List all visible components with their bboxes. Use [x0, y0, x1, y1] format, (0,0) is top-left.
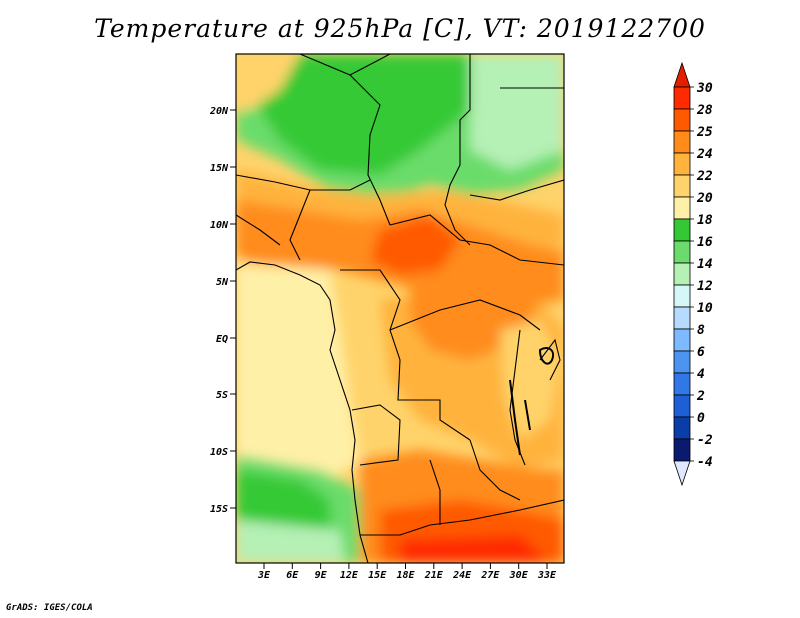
lat-label-1: 15N	[210, 163, 229, 174]
latitude-labels: 20N 15N 10N 5N EQ 5S 10S 15S	[209, 106, 236, 515]
colorbar-label-4: 22	[696, 169, 713, 184]
colorbar-swatch-8	[673, 262, 691, 286]
plot-title: Temperature at 925hPa [C], VT: 201912270…	[94, 14, 706, 43]
colorbar-swatch-13	[673, 372, 691, 396]
colorbar-label-0: 30	[696, 81, 713, 96]
colorbar-swatch-12	[673, 350, 691, 374]
colorbar-swatch-11	[673, 328, 691, 352]
colorbar-swatch-7	[673, 240, 691, 264]
temperature-field	[236, 54, 564, 563]
colorbar-label-11: 8	[697, 323, 705, 338]
lon-label-2: 9E	[315, 570, 328, 581]
colorbar-swatch-9	[673, 284, 691, 308]
lon-label-0: 3E	[257, 570, 271, 581]
colorbar-swatch-15	[673, 416, 691, 440]
colorbar-swatch-4	[673, 174, 691, 198]
lat-label-3: 5N	[216, 277, 229, 288]
colorbar-swatch-5	[673, 196, 691, 220]
colorbar-label-2: 25	[696, 125, 713, 140]
colorbar-swatch-3	[673, 152, 691, 176]
colorbar-swatch-14	[673, 394, 691, 418]
colorbar-swatch-1	[673, 108, 691, 132]
lat-label-7: 15S	[210, 504, 228, 515]
colorbar-swatch-16	[673, 438, 691, 462]
lat-label-6: 10S	[210, 447, 228, 458]
colorbar-label-13: 4	[697, 367, 705, 382]
colorbar-label-17: -4	[697, 455, 713, 470]
colorbar-swatch-10	[673, 306, 691, 330]
lon-label-5: 18E	[396, 570, 415, 581]
colorbar-label-1: 28	[696, 103, 713, 118]
lat-label-2: 10N	[210, 220, 229, 231]
lon-label-6: 21E	[424, 570, 444, 581]
lat-label-4: EQ	[216, 334, 228, 345]
lon-label-9: 30E	[509, 570, 529, 581]
lon-label-4: 15E	[368, 570, 387, 581]
lat-label-5: 5S	[216, 390, 228, 401]
colorbar-label-12: 6	[697, 345, 705, 360]
lon-label-10: 33E	[537, 570, 557, 581]
colorbar-label-15: 0	[697, 411, 705, 426]
lon-label-8: 27E	[480, 570, 500, 581]
colorbar-label-7: 16	[697, 235, 713, 250]
colorbar-label-16: -2	[697, 433, 713, 448]
colorbar-swatch-2	[673, 130, 691, 154]
credit-footer: GrADS: IGES/COLA	[6, 603, 93, 613]
longitude-labels: 3E 6E 9E 12E 15E 18E 21E 24E 27E 30E 33E	[257, 563, 557, 581]
lat-label-0: 20N	[209, 106, 229, 117]
map-frame	[235, 53, 565, 564]
colorbar-label-3: 24	[696, 147, 713, 162]
colorbar-label-8: 14	[697, 257, 713, 272]
lon-label-3: 12E	[340, 570, 359, 581]
colorbar-swatch-6	[673, 218, 691, 242]
colorbar-label-6: 18	[697, 213, 713, 228]
lon-label-1: 6E	[286, 570, 299, 581]
colorbar-label-10: 10	[697, 301, 713, 316]
colorbar-label-9: 12	[697, 279, 713, 294]
colorbar-label-14: 2	[696, 389, 705, 404]
lon-label-7: 24E	[452, 570, 472, 581]
colorbar-label-5: 20	[696, 191, 713, 206]
colorbar-swatch-0	[673, 86, 691, 110]
